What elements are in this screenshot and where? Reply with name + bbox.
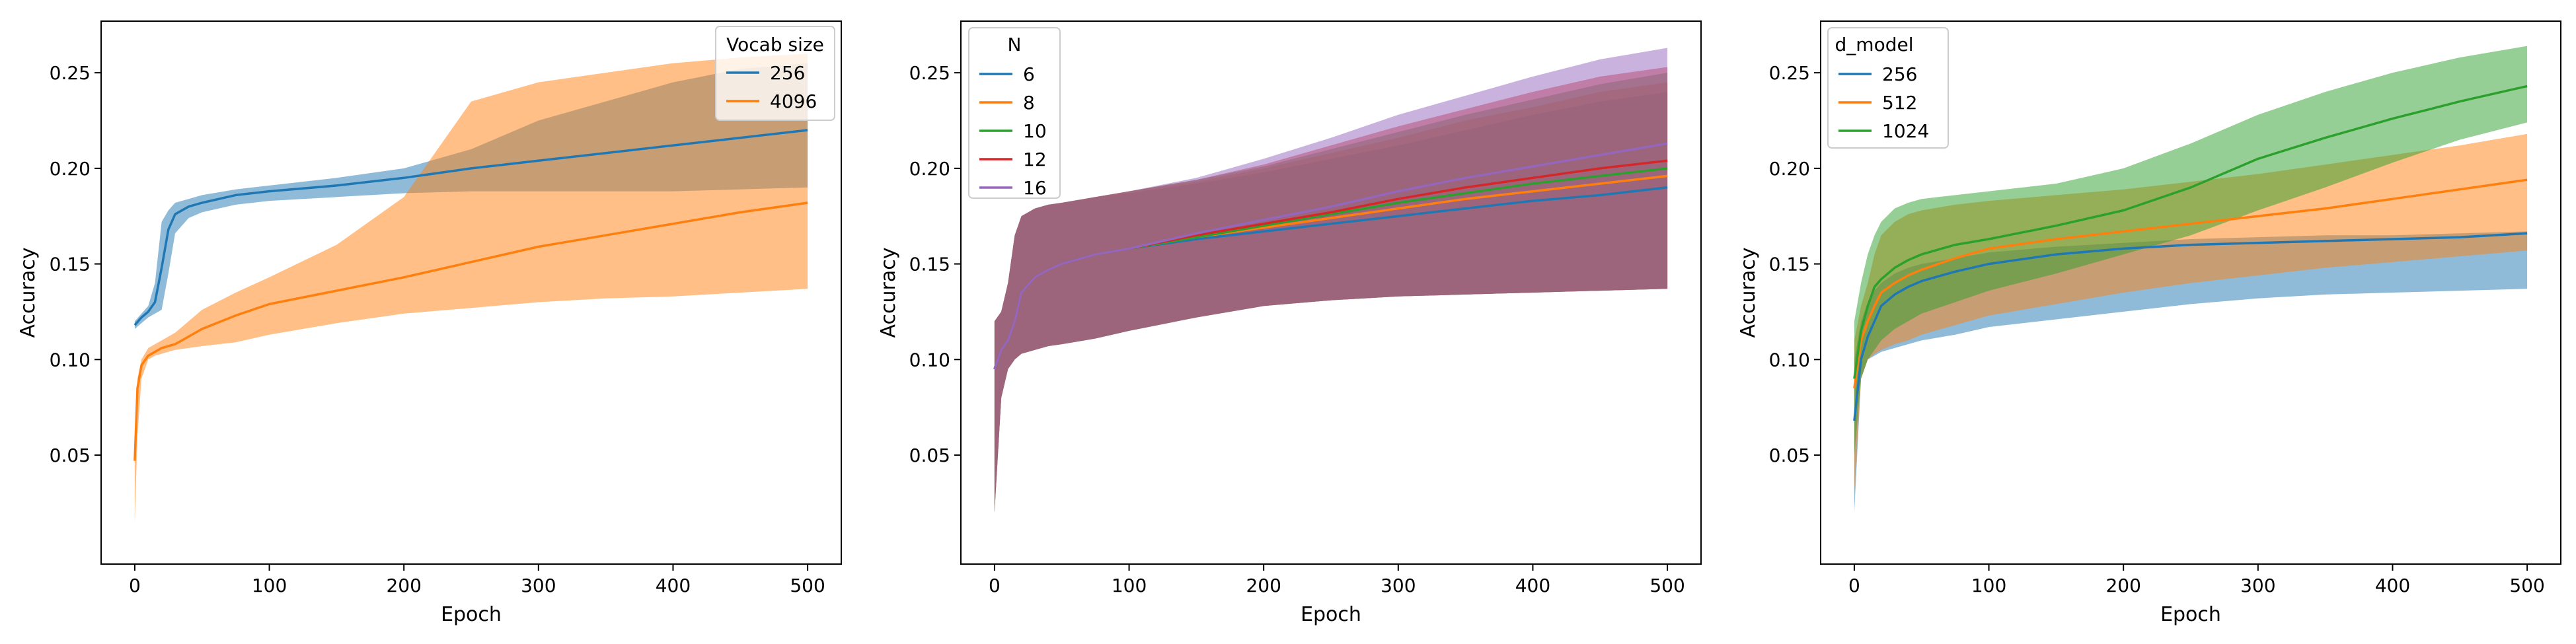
panel-2-x-tick-label: 0 <box>989 575 1001 596</box>
panel-1-lines <box>133 129 808 461</box>
panel-3-legend-items: 256 512 1024 <box>1838 63 1929 142</box>
panel-2-y-tick-label: 0.20 <box>909 158 950 180</box>
panel-2-x-tick-label: 200 <box>1246 575 1281 596</box>
panel-2-legend-label-16: 16 <box>1023 177 1047 199</box>
panel-2-line-16 <box>993 142 1668 370</box>
panel-2-y-tick-label: 0.25 <box>909 62 950 84</box>
panel-3-y-tick-label: 0.15 <box>1769 254 1810 275</box>
panel-1-x-axis-label: Epoch <box>441 603 502 626</box>
panel-2-legend-label-10: 10 <box>1023 120 1047 142</box>
panel-1-legend-box <box>715 26 835 121</box>
panel-d-model: 0 100 200 300 400 500 0.05 0.10 0.15 0.20 0.25 Ep… <box>1737 20 2561 626</box>
panel-1-legend-items: 256 4096 <box>726 62 817 112</box>
panel-3-y-tick-label: 0.25 <box>1769 62 1810 84</box>
panel-2-y-ticks: 0.05 0.10 0.15 0.20 0.25 <box>909 62 961 466</box>
panel-2-legend-label-8: 8 <box>1023 92 1035 114</box>
panel-1-x-tick-label: 300 <box>521 575 556 596</box>
panel-3-y-axis-label: Accuracy <box>1737 248 1760 338</box>
panel-3-bands <box>1854 46 2528 513</box>
panel-1-y-ticks: 0.05 0.10 0.15 0.20 0.25 <box>50 62 101 466</box>
panel-1-y-tick-label: 0.25 <box>50 62 91 84</box>
panel-n: 0 100 200 300 400 500 0.05 0.10 0.15 0.20 0.25 Ep… <box>877 20 1702 626</box>
panel-1-bands <box>134 54 808 522</box>
panel-3-band-1024 <box>1854 46 2528 456</box>
panel-2-band-16 <box>994 48 1668 513</box>
panel-3-legend-title: d_model <box>1835 34 1914 55</box>
panel-3-legend-label-256: 256 <box>1882 63 1917 85</box>
panel-2-lines <box>993 142 1668 370</box>
panel-2-legend-items: 6 8 10 12 16 <box>979 63 1047 199</box>
panel-1-x-tick-label: 200 <box>386 575 421 596</box>
panel-3-legend-label-512: 512 <box>1882 92 1917 114</box>
panel-2-y-tick-label: 0.15 <box>909 254 950 275</box>
panel-1-y-tick-label: 0.15 <box>50 254 91 275</box>
panel-2-y-tick-label: 0.05 <box>909 445 950 466</box>
panel-3-axes-frame <box>1820 20 2561 565</box>
panel-1-legend-label-256: 256 <box>770 62 805 84</box>
panel-3-x-tick-label: 500 <box>2509 575 2544 596</box>
panel-3-line-512 <box>1853 178 2528 388</box>
panel-3-y-tick-label: 0.05 <box>1769 445 1810 466</box>
panel-vocab-size: 0 100 200 300 400 500 0.05 0.10 0.15 0.20 0.25 Ep… <box>17 20 842 626</box>
panel-3-y-tick-label: 0.20 <box>1769 158 1810 180</box>
panel-1-y-tick-label: 0.20 <box>50 158 91 180</box>
panel-2-x-tick-label: 500 <box>1649 575 1685 596</box>
panel-1-y-tick-label: 0.10 <box>50 349 91 371</box>
panel-2-legend-label-12: 12 <box>1023 149 1047 170</box>
panel-1-legend-label-4096: 4096 <box>770 90 817 112</box>
panel-3-x-ticks: 0 100 200 300 400 500 <box>1848 564 2545 596</box>
panel-3-y-tick-label: 0.10 <box>1769 349 1810 371</box>
panel-1-y-tick-label: 0.05 <box>50 445 91 466</box>
panel-3-x-tick-label: 100 <box>1971 575 2006 596</box>
panel-2-legend-label-6: 6 <box>1023 63 1035 85</box>
panel-1-x-tick-label: 0 <box>129 575 141 596</box>
panel-3-x-tick-label: 300 <box>2240 575 2275 596</box>
panel-1-x-ticks: 0 100 200 300 400 500 <box>129 564 825 596</box>
panel-3-x-tick-label: 400 <box>2375 575 2410 596</box>
panel-3-line-256 <box>1853 232 2528 421</box>
panel-2-axes-frame <box>960 20 1702 565</box>
panel-1-line-4096 <box>133 201 808 461</box>
panel-2-y-tick-label: 0.10 <box>909 349 950 371</box>
panel-3-x-axis-label: Epoch <box>2160 603 2221 626</box>
panel-2-y-axis-label: Accuracy <box>877 248 900 338</box>
panel-2-legend-title: N <box>1008 34 1022 55</box>
panel-3-y-ticks: 0.05 0.10 0.15 0.20 0.25 <box>1769 62 1821 466</box>
panel-2-x-tick-label: 300 <box>1381 575 1416 596</box>
panel-3-line-1024 <box>1853 85 2528 379</box>
panel-1-legend-title: Vocab size <box>726 34 824 55</box>
panel-1-line-256 <box>133 129 808 326</box>
panel-2-x-tick-label: 400 <box>1515 575 1550 596</box>
panel-1-x-tick-label: 400 <box>656 575 691 596</box>
panel-2-x-tick-label: 100 <box>1112 575 1147 596</box>
panel-2-legend-box <box>968 27 1061 199</box>
panel-3-x-tick-label: 0 <box>1848 575 1860 596</box>
panel-1-y-axis-label: Accuracy <box>17 248 40 338</box>
panel-3-legend: d_model 256 512 1024 <box>1827 27 1949 149</box>
panel-3-legend-box <box>1827 27 1949 149</box>
panel-1-x-tick-label: 100 <box>252 575 287 596</box>
panel-2-legend: N 6 8 10 12 16 <box>968 27 1061 199</box>
panel-3-x-tick-label: 200 <box>2105 575 2140 596</box>
panel-2-x-ticks: 0 100 200 300 400 500 <box>989 564 1685 596</box>
panel-1-legend: Vocab size 256 4096 <box>715 26 835 121</box>
panel-1-x-tick-label: 500 <box>790 575 825 596</box>
panel-1-axes-frame <box>100 20 842 565</box>
panel-3-legend-label-1024: 1024 <box>1882 120 1929 142</box>
panel-2-x-axis-label: Epoch <box>1301 603 1361 626</box>
panel-1-band-4096 <box>134 54 808 522</box>
panel-3-lines <box>1853 85 2528 421</box>
